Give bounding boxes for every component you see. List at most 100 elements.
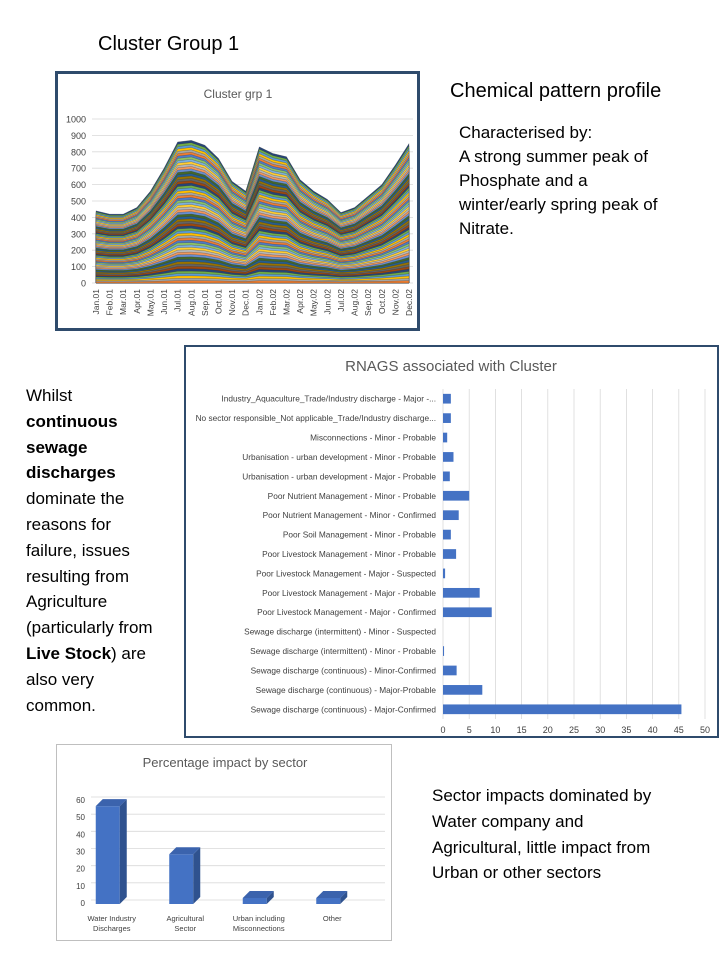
chart1-xtick: Jul.02: [336, 289, 346, 312]
rnags-bar-chart: RNAGS associated with Cluster 0 5 10 15 20 25 3…: [184, 345, 719, 738]
chart3-bar-side: [340, 890, 348, 904]
chart2-xtick: 45: [674, 725, 684, 735]
chart1-xtick: Aug.01: [186, 289, 196, 316]
chart2-bar: [443, 685, 483, 695]
chart3-bar: [242, 897, 267, 904]
chart3-category-label: Other: [323, 914, 342, 923]
chart1-xtick: Jul.01: [173, 289, 183, 312]
chart1-xtick: Sep.02: [363, 289, 373, 316]
chart2-category-label: Poor Nutrient Management - Minor - Confi…: [263, 510, 437, 520]
chart2-category-label: Poor Soil Management - Minor - Probable: [283, 530, 436, 540]
summary-part-2: dominate the reasons for failure, issues…: [26, 489, 153, 638]
chart2-category-label: Sewage discharge (continuous) - Major-Co…: [251, 704, 437, 714]
chart3-bar: [316, 897, 341, 904]
summary-bold-1: continuous sewage discharges: [26, 411, 118, 483]
summary-bold-2: Live Stock: [26, 643, 112, 663]
chart3-category-label: Sector: [174, 924, 196, 933]
chart1-ytick: 300: [71, 229, 86, 239]
chart1-xtick: Jun.01: [159, 289, 169, 315]
chart2-xtick: 10: [490, 725, 500, 735]
chart1-xtick: Mar.01: [118, 289, 128, 315]
slide-title: Cluster Group 1: [98, 33, 240, 55]
chart2-xtick: 40: [648, 725, 658, 735]
chart3-title: Percentage impact by sector: [143, 755, 308, 770]
chart3-bar-side: [119, 799, 127, 904]
sector-summary-text: Sector impacts dominated by Water compan…: [432, 786, 652, 883]
chart3-ytick: 60: [76, 796, 85, 805]
chart1-xtick: May.02: [309, 289, 319, 317]
chart1-ytick: 1000: [66, 115, 86, 125]
chart1-xtick: Jan.02: [254, 289, 264, 315]
chart1-ytick: 800: [71, 147, 86, 157]
chart2-bar: [443, 568, 446, 579]
chart2-bar: [443, 646, 445, 656]
chart1-ytick: 100: [71, 262, 86, 272]
chart2-category-label: Poor Livestock Management - Major - Conf…: [257, 607, 436, 617]
chart2-category-label: Urbanisation - urban development - Minor…: [242, 452, 436, 462]
chart2-category-label: Sewage discharge (intermittent) - Minor …: [250, 646, 436, 656]
chart1-xtick: Feb.01: [105, 289, 115, 316]
chart1-xtick: Feb.02: [268, 289, 278, 316]
chart1-xtick: Apr.01: [132, 289, 142, 314]
chart2-bar: [443, 490, 470, 501]
chart2-bar: [443, 665, 457, 676]
chart1-ytick: 0: [81, 279, 86, 289]
sector-impact-chart: Percentage impact by sector 0 10 20 30 40 50 60…: [56, 744, 392, 941]
chart2-category-label: Urbanisation - urban development - Major…: [242, 471, 436, 481]
chart2-category-label: Poor Livestock Management - Minor - Prob…: [262, 549, 436, 559]
chart2-bar: [443, 549, 457, 559]
chart3-bar-top: [316, 890, 348, 898]
chart1-ytick: 500: [71, 197, 86, 207]
chart2-bar: [443, 704, 682, 715]
profile-description: Characterised by: A strong summer peak o…: [459, 123, 658, 238]
chart2-xtick: 25: [569, 725, 579, 735]
chart3-ytick: 20: [76, 865, 85, 874]
chart1-xtick: Mar.02: [282, 289, 292, 315]
chart1-ytick: 600: [71, 180, 86, 190]
chart3-ytick: 50: [76, 813, 85, 822]
chart2-bar: [443, 432, 448, 443]
chart1-xtick: May.01: [145, 289, 155, 317]
chart2-xtick: 30: [595, 725, 605, 735]
chart1-xtick: Apr.02: [295, 289, 305, 314]
rnags-summary-text: Whilst continuous sewage discharges domi…: [26, 383, 156, 718]
chart3-ytick: 30: [76, 848, 85, 857]
chart2-xtick: 0: [440, 725, 445, 735]
chart1-xtick: Sep.01: [200, 289, 210, 316]
chart2-xtick: 15: [517, 725, 527, 735]
chart2-bar: [443, 393, 451, 404]
chart2-bar: [443, 529, 451, 540]
chart2-title: RNAGS associated with Cluster: [345, 358, 557, 375]
chart1-ytick: 400: [71, 213, 86, 223]
chart2-category-label: Sewage discharge (continuous) - Minor-Co…: [251, 665, 437, 675]
chart2-bar: [443, 607, 492, 618]
chart2-bar: [443, 510, 459, 521]
chart1-xtick: Jun.02: [322, 289, 332, 315]
summary-part-1: Whilst: [26, 386, 73, 405]
chart2-category-label: Poor Nutrient Management - Minor - Proba…: [268, 491, 437, 501]
chart1-xtick: Jan.01: [91, 289, 101, 315]
chart3-category-label: Misconnections: [233, 924, 285, 933]
chart2-category-label: Poor Livestock Management - Major - Prob…: [262, 588, 436, 598]
chart3-category-label: Agricultural: [166, 914, 204, 923]
chart1-ytick: 700: [71, 164, 86, 174]
chart1-xtick: Nov.01: [227, 289, 237, 316]
chart3-category-label: Water Industry: [88, 914, 137, 923]
chart2-bar: [443, 452, 454, 462]
chart2-xtick: 50: [700, 725, 710, 735]
chart3-bar-side: [266, 890, 274, 904]
chart2-xtick: 20: [543, 725, 553, 735]
chart3-bar-side: [193, 847, 201, 904]
chart3-ytick: 40: [76, 830, 85, 839]
chart1-ytick: 900: [71, 131, 86, 141]
chart3-bar-top: [95, 799, 127, 807]
profile-title: Chemical pattern profile: [450, 80, 662, 102]
chart3-bar: [95, 806, 120, 904]
chart2-category-label: No sector responsible_Not applicable_Tra…: [196, 413, 436, 423]
chart1-xtick: Nov.02: [390, 289, 400, 316]
chart2-category-label: Sewage discharge (continuous) - Major-Pr…: [256, 685, 437, 695]
chart2-bar: [443, 471, 450, 482]
chart1-xtick: Oct.02: [377, 289, 387, 314]
cluster-area-chart: Cluster grp 1 0 100 200 300 400 500 600 700 800 90…: [55, 71, 420, 331]
chart1-xtick: Dec.02: [404, 289, 414, 316]
